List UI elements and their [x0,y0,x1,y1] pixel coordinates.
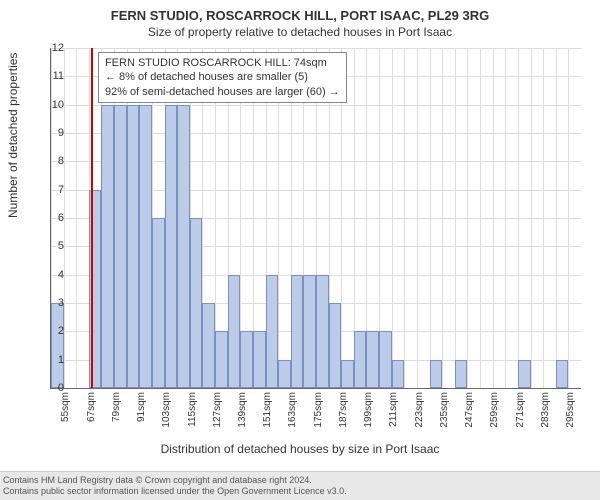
histogram-bar [177,105,190,388]
x-tick-label: 55sqm [60,392,71,422]
histogram-bar [329,303,342,388]
gridline-v [543,48,544,388]
y-tick-label: 1 [44,354,64,366]
chart-container: FERN STUDIO, ROSCARROCK HILL, PORT ISAAC… [0,0,600,500]
marker-line [91,48,93,388]
x-tick-label: 115sqm [187,392,198,427]
y-tick-label: 11 [44,70,64,82]
histogram-bar [253,331,266,388]
gridline-v [442,48,443,388]
x-tick-label: 211sqm [388,392,399,427]
histogram-bar [152,218,165,388]
histogram-bar [278,360,291,388]
x-tick-label: 247sqm [464,392,475,428]
histogram-bar [190,218,203,388]
footer-line-1: Contains HM Land Registry data © Crown c… [3,475,597,486]
y-tick-label: 7 [44,184,64,196]
y-tick-label: 9 [44,127,64,139]
histogram-bar [354,331,367,388]
y-tick-label: 6 [44,212,64,224]
x-tick-label: 127sqm [212,392,223,428]
gridline-v [404,48,405,388]
x-tick-label: 163sqm [287,392,298,428]
y-tick-label: 8 [44,155,64,167]
x-tick-label: 175sqm [313,392,324,428]
annotation-line: ← 8% of detached houses are smaller (5) [105,70,340,84]
annotation-line: 92% of semi-detached houses are larger (… [105,85,340,99]
histogram-bar [139,105,152,388]
footer-line-2: Contains public sector information licen… [3,486,597,497]
x-tick-label: 67sqm [86,392,97,422]
gridline-v [430,48,431,388]
histogram-bar [215,331,228,388]
histogram-bar [266,275,279,388]
x-tick-label: 271sqm [515,392,526,428]
x-tick-label: 79sqm [111,392,122,422]
histogram-bar [51,303,64,388]
histogram-bar [556,360,569,388]
x-tick-label: 259sqm [489,392,500,428]
histogram-bar [430,360,443,388]
histogram-bar [455,360,468,388]
gridline-v [417,48,418,388]
gridline-v [76,48,77,388]
histogram-bar [114,105,127,388]
histogram-bar [165,105,178,388]
histogram-bar [127,105,140,388]
x-tick-label: 283sqm [540,392,551,428]
histogram-bar [240,331,253,388]
chart-title: FERN STUDIO, ROSCARROCK HILL, PORT ISAAC… [0,0,600,23]
histogram-bar [316,275,329,388]
gridline-v [568,48,569,388]
chart-subtitle: Size of property relative to detached ho… [0,23,600,39]
x-tick-label: 139sqm [237,392,248,428]
gridline-v [455,48,456,388]
y-tick-label: 10 [44,99,64,111]
y-tick-label: 4 [44,269,64,281]
gridline-v [531,48,532,388]
gridline-v [493,48,494,388]
x-tick-label: 199sqm [363,392,374,428]
footer: Contains HM Land Registry data © Crown c… [0,471,600,500]
gridline-v [392,48,393,388]
y-axis-label: Number of detached properties [6,53,20,218]
histogram-bar [379,331,392,388]
histogram-bar [101,105,114,388]
y-tick-label: 5 [44,240,64,252]
histogram-bar [303,275,316,388]
x-tick-label: 295sqm [565,392,576,428]
x-axis-label: Distribution of detached houses by size … [0,442,600,456]
annotation-box: FERN STUDIO ROSCARROCK HILL: 74sqm← 8% o… [98,52,347,103]
histogram-bar [291,275,304,388]
gridline-v [556,48,557,388]
x-tick-label: 91sqm [136,392,147,422]
x-tick-label: 235sqm [439,392,450,428]
y-tick-label: 3 [44,297,64,309]
histogram-bar [228,275,241,388]
annotation-line: FERN STUDIO ROSCARROCK HILL: 74sqm [105,56,340,70]
histogram-bar [341,360,354,388]
histogram-bar [202,303,215,388]
x-tick-label: 151sqm [262,392,273,428]
x-tick-label: 103sqm [161,392,172,428]
histogram-bar [392,360,405,388]
gridline-v [467,48,468,388]
histogram-bar [518,360,531,388]
gridline-v [480,48,481,388]
x-tick-label: 187sqm [338,392,349,428]
histogram-bar [366,331,379,388]
gridline-v [518,48,519,388]
gridline-v [505,48,506,388]
y-tick-label: 2 [44,325,64,337]
y-tick-label: 12 [44,42,64,54]
x-tick-label: 223sqm [414,392,425,428]
